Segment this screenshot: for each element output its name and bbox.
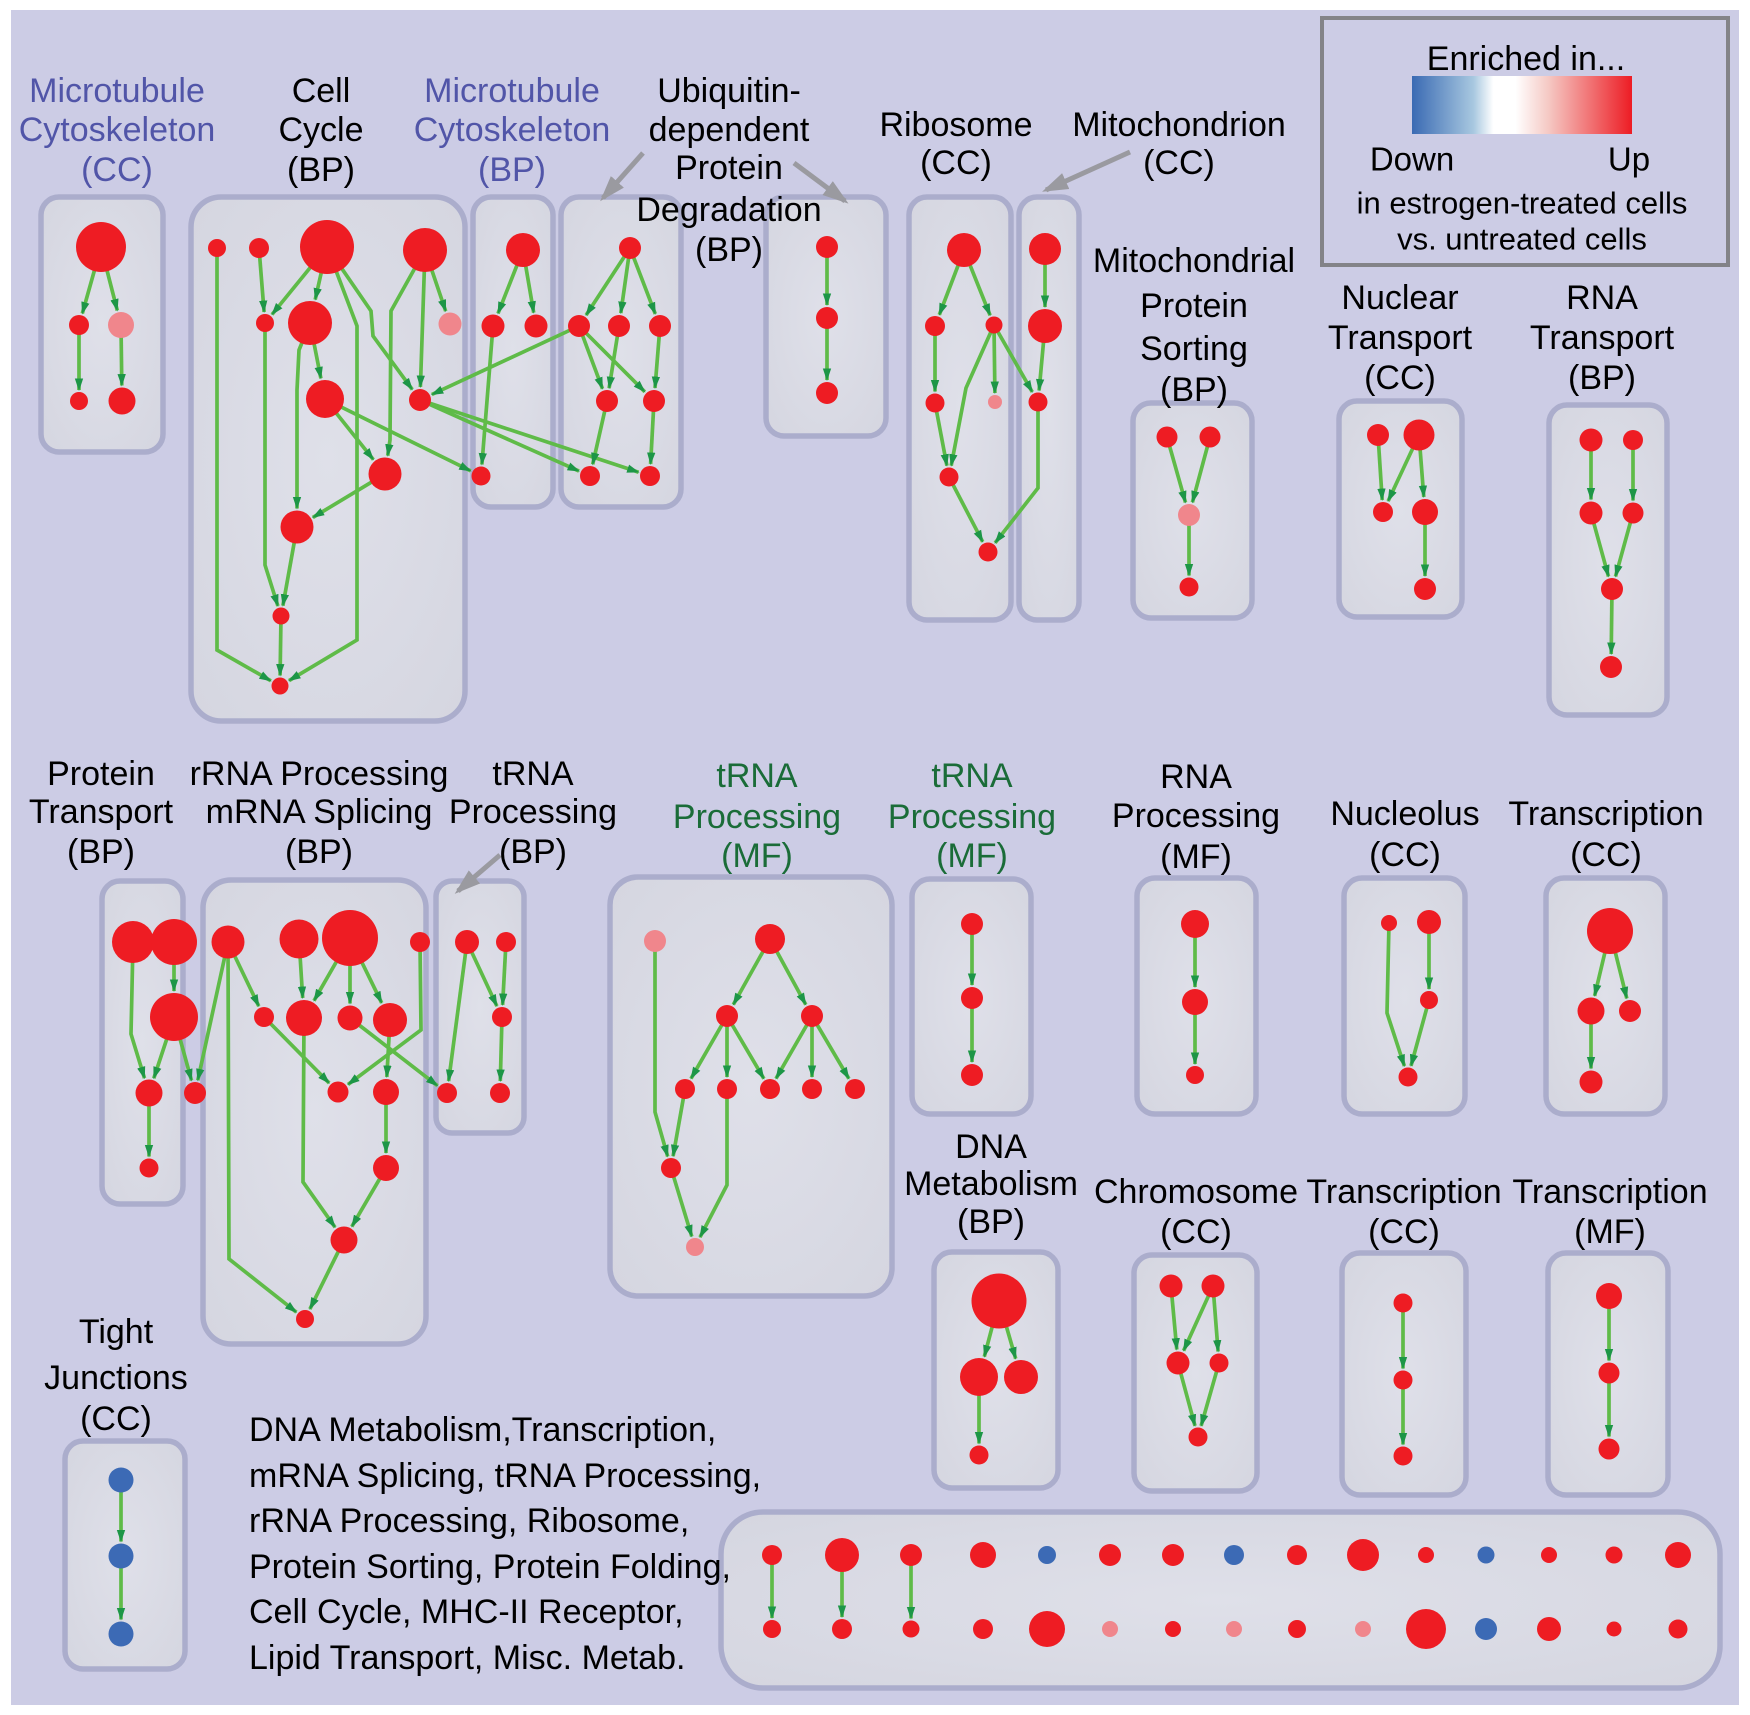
svg-text:DNA Metabolism,Transcription,: DNA Metabolism,Transcription,	[249, 1411, 716, 1449]
svg-text:Lipid Transport, Misc. Metab.: Lipid Transport, Misc. Metab.	[249, 1639, 686, 1677]
svg-text:Chromosome: Chromosome	[1094, 1173, 1298, 1211]
svg-text:(CC): (CC)	[1160, 1213, 1232, 1251]
svg-text:Transport: Transport	[29, 793, 174, 831]
svg-text:Metabolism: Metabolism	[904, 1165, 1078, 1203]
svg-text:(MF): (MF)	[1574, 1213, 1646, 1251]
svg-text:vs. untreated cells: vs. untreated cells	[1397, 222, 1647, 257]
svg-text:Microtubule: Microtubule	[29, 72, 205, 110]
svg-text:(BP): (BP)	[499, 833, 567, 871]
svg-text:RNA: RNA	[1160, 758, 1232, 796]
svg-text:Protein Sorting, Protein Foldi: Protein Sorting, Protein Folding,	[249, 1548, 731, 1586]
svg-text:Sorting: Sorting	[1140, 330, 1248, 368]
svg-text:Ribosome: Ribosome	[879, 106, 1032, 144]
svg-text:Enriched in...: Enriched in...	[1427, 40, 1625, 78]
svg-text:rRNA Processing: rRNA Processing	[190, 755, 449, 793]
svg-text:Cell Cycle, MHC-II Receptor,: Cell Cycle, MHC-II Receptor,	[249, 1593, 684, 1631]
svg-text:Transcription: Transcription	[1512, 1173, 1707, 1211]
svg-text:Protein: Protein	[675, 149, 783, 187]
svg-text:(BP): (BP)	[957, 1203, 1025, 1241]
svg-text:(BP): (BP)	[1160, 371, 1228, 409]
svg-text:(CC): (CC)	[81, 151, 153, 189]
svg-text:(MF): (MF)	[1160, 838, 1232, 876]
svg-text:Processing: Processing	[1112, 797, 1280, 835]
svg-text:(CC): (CC)	[1369, 836, 1441, 874]
svg-text:Down: Down	[1370, 141, 1454, 178]
svg-text:in estrogen-treated cells: in estrogen-treated cells	[1357, 186, 1688, 221]
svg-text:(BP): (BP)	[287, 151, 355, 189]
svg-text:Nuclear: Nuclear	[1341, 279, 1458, 317]
svg-text:Degradation: Degradation	[636, 191, 821, 229]
svg-text:mRNA Splicing: mRNA Splicing	[206, 793, 433, 831]
svg-text:Cycle: Cycle	[278, 111, 363, 149]
svg-text:Cell: Cell	[292, 72, 351, 110]
svg-text:Nucleolus: Nucleolus	[1330, 795, 1479, 833]
svg-text:(BP): (BP)	[67, 833, 135, 871]
svg-text:Tight: Tight	[79, 1313, 154, 1351]
svg-text:tRNA: tRNA	[931, 757, 1013, 795]
svg-text:Protein: Protein	[1140, 287, 1248, 325]
svg-text:(BP): (BP)	[1568, 359, 1636, 397]
svg-text:Protein: Protein	[47, 755, 155, 793]
svg-text:tRNA: tRNA	[492, 755, 574, 793]
svg-text:mRNA Splicing, tRNA Processing: mRNA Splicing, tRNA Processing,	[249, 1457, 761, 1495]
svg-text:(CC): (CC)	[80, 1400, 152, 1438]
svg-text:(MF): (MF)	[721, 837, 793, 875]
svg-text:Up: Up	[1608, 141, 1650, 178]
svg-text:RNA: RNA	[1566, 279, 1638, 317]
svg-text:Processing: Processing	[449, 793, 617, 831]
svg-text:(CC): (CC)	[1570, 836, 1642, 874]
svg-text:Processing: Processing	[673, 798, 841, 836]
svg-text:tRNA: tRNA	[716, 757, 798, 795]
svg-text:(BP): (BP)	[695, 231, 763, 269]
svg-text:Mitochondrion: Mitochondrion	[1072, 106, 1286, 144]
svg-text:Transport: Transport	[1530, 319, 1675, 357]
svg-text:(CC): (CC)	[920, 144, 992, 182]
svg-text:Processing: Processing	[888, 798, 1056, 836]
svg-text:(CC): (CC)	[1368, 1213, 1440, 1251]
svg-text:dependent: dependent	[649, 111, 810, 149]
svg-text:Transport: Transport	[1328, 319, 1473, 357]
svg-text:Transcription: Transcription	[1508, 795, 1703, 833]
svg-text:Cytoskeleton: Cytoskeleton	[19, 111, 216, 149]
svg-text:Transcription: Transcription	[1306, 1173, 1501, 1211]
svg-text:(BP): (BP)	[285, 833, 353, 871]
svg-text:Ubiquitin-: Ubiquitin-	[657, 72, 801, 110]
svg-text:Mitochondrial: Mitochondrial	[1093, 242, 1295, 280]
svg-text:(MF): (MF)	[936, 837, 1008, 875]
svg-text:DNA: DNA	[955, 1128, 1027, 1166]
svg-text:Microtubule: Microtubule	[424, 72, 600, 110]
svg-text:Cytoskeleton: Cytoskeleton	[414, 111, 611, 149]
svg-text:rRNA Processing, Ribosome,: rRNA Processing, Ribosome,	[249, 1502, 689, 1540]
svg-text:Junctions: Junctions	[44, 1359, 188, 1397]
svg-text:(CC): (CC)	[1364, 359, 1436, 397]
svg-text:(CC): (CC)	[1143, 144, 1215, 182]
svg-text:(BP): (BP)	[478, 151, 546, 189]
